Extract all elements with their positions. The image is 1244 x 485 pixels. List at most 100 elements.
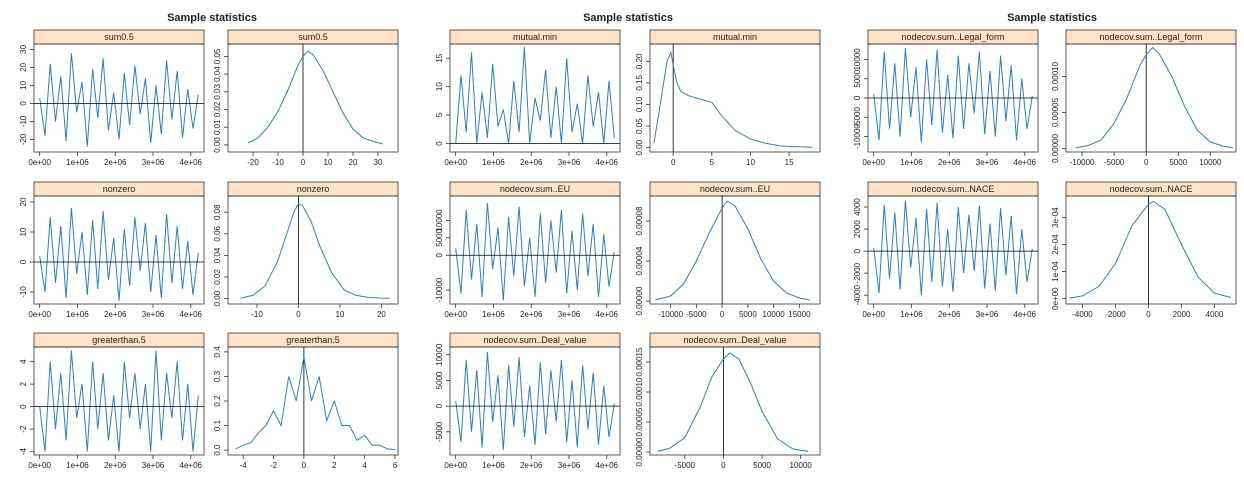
x-tick-label: 20 — [377, 310, 386, 319]
x-tick-label: 1e+06 — [482, 461, 505, 470]
y-tick-label: -4000 — [853, 284, 862, 305]
y-tick-label: 0.00004 — [635, 246, 644, 275]
panel-title: greaterthan.5 — [92, 335, 146, 345]
x-tick-label: 3e+06 — [142, 310, 165, 319]
trace-line — [873, 200, 1033, 296]
x-tick-label: 4e+06 — [596, 461, 619, 470]
x-tick-label: 10000 — [763, 310, 786, 319]
density-curve — [247, 50, 384, 145]
x-tick-label: 10000 — [790, 461, 813, 470]
group-title: Sample statistics — [167, 12, 257, 24]
y-tick-label: 20 — [19, 62, 28, 71]
y-tick-label: 0.00015 — [635, 347, 644, 376]
x-tick-label: 0 — [1144, 158, 1149, 167]
y-tick-label: 1e-04 — [1051, 261, 1060, 282]
x-tick-label: 0e+00 — [28, 310, 51, 319]
y-tick-label: 0.00000 — [635, 437, 644, 466]
panel-title: nodecov.sum..Legal_form — [1100, 32, 1203, 42]
y-tick-label: -5000 — [435, 421, 444, 442]
y-tick-label: 0.00005 — [1051, 97, 1060, 126]
panel-frame — [649, 195, 821, 305]
y-tick-label: 15 — [435, 53, 444, 62]
y-tick-label: 0.05 — [635, 118, 644, 134]
y-tick-label: 0.20 — [635, 53, 644, 69]
y-tick-label: 30 — [19, 44, 28, 53]
panel-frame — [227, 195, 399, 305]
x-tick-label: 0 — [671, 158, 676, 167]
x-tick-label: 3e+06 — [558, 461, 581, 470]
panel-frame — [33, 43, 205, 153]
y-tick-label: 0.3 — [213, 370, 222, 382]
density-curve — [235, 356, 396, 451]
density-curve — [1075, 46, 1233, 149]
panel-title: greaterthan.5 — [286, 335, 340, 345]
trace-line — [39, 52, 199, 147]
y-tick-label: 0 — [19, 101, 28, 106]
x-tick-label: -10000 — [658, 310, 683, 319]
panel-frame — [33, 346, 205, 456]
y-tick-label: 0.2 — [213, 395, 222, 407]
y-tick-label: 5000 — [853, 69, 862, 87]
x-tick-label: 3e+06 — [142, 158, 165, 167]
panel-title: nodecov.sum..EU — [700, 184, 770, 194]
y-tick-label: 0 — [853, 248, 862, 253]
y-tick-label: 0.10 — [635, 96, 644, 112]
x-tick-label: 0 — [302, 461, 307, 470]
panel-title: nodecov.sum..Deal_value — [684, 335, 787, 345]
y-tick-label: -10000 — [853, 124, 862, 149]
y-tick-label: 0.4 — [213, 346, 222, 358]
trace-line — [39, 350, 199, 452]
x-tick-label: -5000 — [1104, 158, 1125, 167]
x-tick-label: 0 — [296, 310, 301, 319]
x-tick-label: 1e+06 — [482, 158, 505, 167]
density-curve — [657, 352, 809, 452]
density-curve — [1069, 200, 1232, 299]
y-tick-label: 10000 — [853, 48, 862, 71]
y-tick-label: 0.03 — [213, 83, 222, 99]
x-tick-label: -20 — [247, 158, 259, 167]
trace-line — [455, 352, 615, 450]
y-tick-label: 0.00005 — [635, 407, 644, 436]
x-tick-label: -5000 — [675, 461, 696, 470]
x-tick-label: 5000 — [1169, 158, 1187, 167]
y-tick-label: 0.00000 — [635, 286, 644, 315]
x-tick-label: 2e+06 — [104, 461, 127, 470]
x-tick-label: -5000 — [686, 310, 707, 319]
panel-frame — [449, 43, 621, 153]
group-title: Sample statistics — [583, 12, 673, 24]
x-tick-label: 4e+06 — [180, 310, 203, 319]
density-curve — [655, 200, 810, 301]
y-tick-label: -20 — [19, 133, 28, 145]
x-tick-label: 20 — [349, 158, 358, 167]
x-tick-label: -2000 — [1105, 310, 1126, 319]
x-tick-label: 2e+06 — [104, 158, 127, 167]
panel-title: nodecov.sum..NACE — [1110, 184, 1193, 194]
density-curve — [653, 50, 813, 148]
y-tick-label: 10000 — [435, 209, 444, 232]
trace-line — [455, 202, 615, 301]
x-tick-label: 5 — [710, 158, 715, 167]
panel-title: nodecov.sum..Deal_value — [484, 335, 587, 345]
x-tick-label: 3e+06 — [976, 310, 999, 319]
panel-frame — [1065, 195, 1237, 305]
x-tick-label: 2e+06 — [520, 310, 543, 319]
panel-title: mutual.min — [713, 32, 757, 42]
x-tick-label: 0e+00 — [28, 461, 51, 470]
x-tick-label: 10000 — [1199, 158, 1222, 167]
y-tick-label: 0.00008 — [635, 206, 644, 235]
y-tick-label: 0 — [435, 141, 444, 146]
y-tick-label: 0.00010 — [1051, 61, 1060, 90]
x-tick-label: 0 — [301, 158, 306, 167]
panel-title: sum0.5 — [104, 32, 134, 42]
x-tick-label: 2 — [332, 461, 337, 470]
y-tick-label: 0.01 — [213, 119, 222, 135]
panel-frame — [449, 346, 621, 456]
x-tick-label: 0 — [720, 310, 725, 319]
x-tick-label: 3e+06 — [142, 461, 165, 470]
group-title: Sample statistics — [1007, 12, 1097, 24]
panel-frame — [649, 346, 821, 456]
x-tick-label: 0e+00 — [28, 158, 51, 167]
y-tick-label: 4 — [19, 359, 28, 364]
y-tick-label: 0.00000 — [1051, 133, 1060, 162]
